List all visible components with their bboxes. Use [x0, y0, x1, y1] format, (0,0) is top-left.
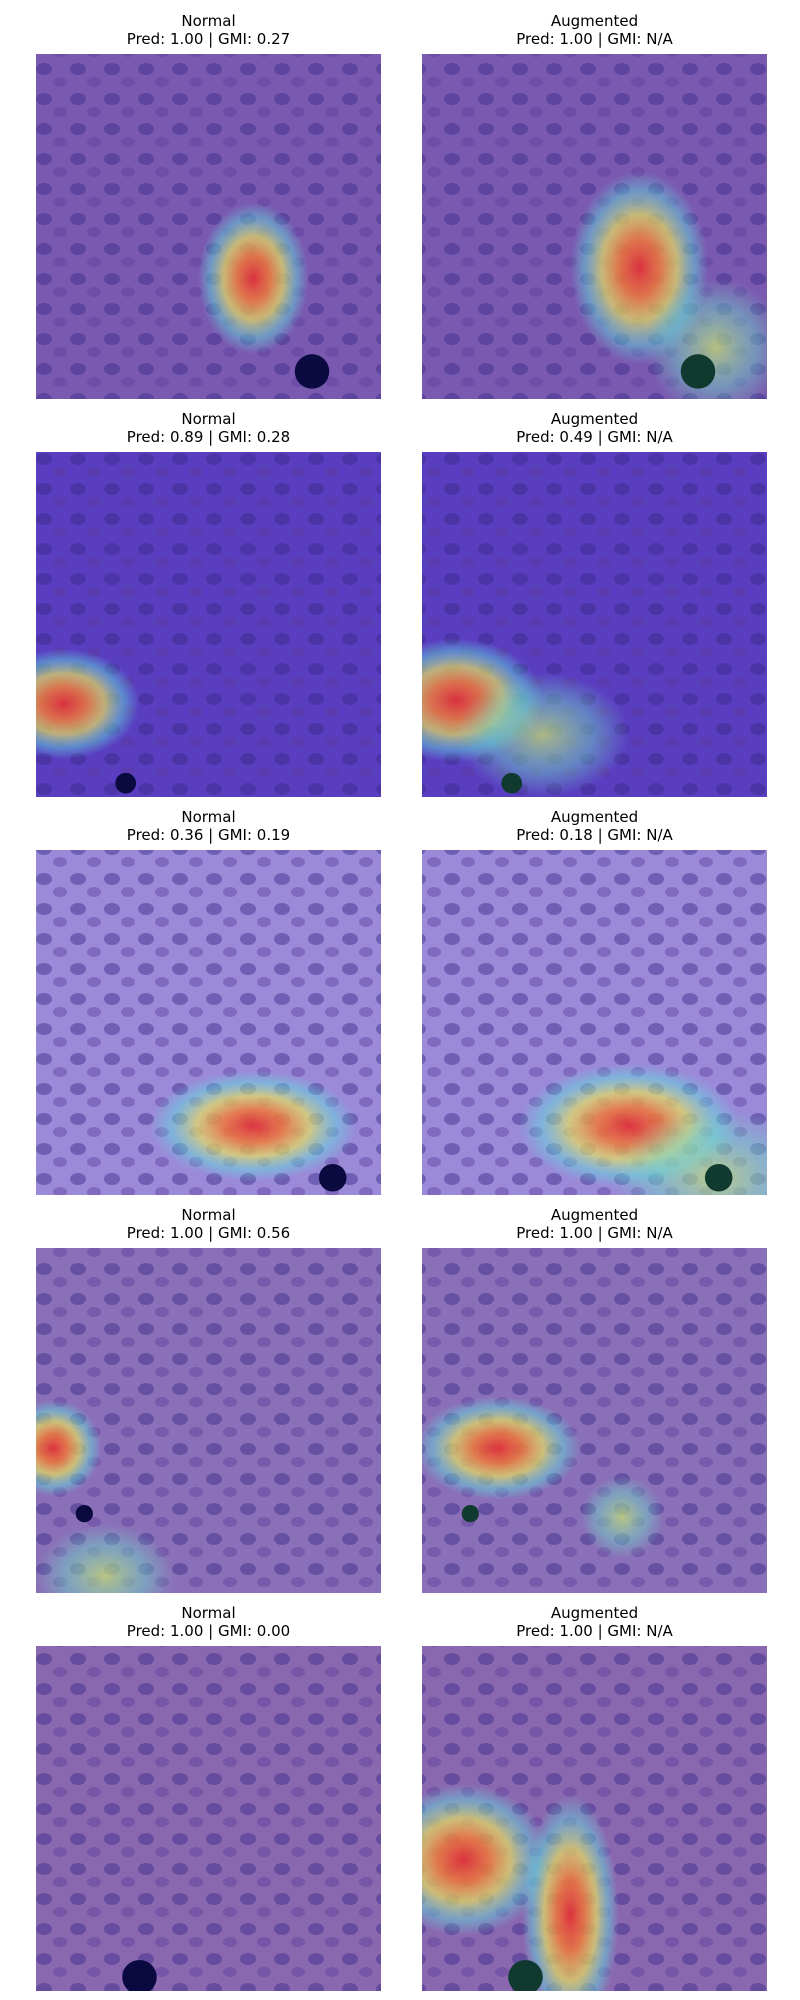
marker-dot: [318, 1163, 347, 1192]
panel-title: Augmented: [551, 12, 638, 30]
heatmap-image: [36, 850, 381, 1195]
heat-blob: [36, 1524, 174, 1593]
marker-dot: [680, 354, 716, 389]
panel-title: Normal: [181, 1604, 235, 1622]
marker-dot: [461, 1505, 479, 1523]
panel-subtitle: Pred: 1.00 | GMI: 0.00: [127, 1622, 290, 1640]
heatmap-image: [422, 850, 767, 1195]
panel-title: Normal: [181, 12, 235, 30]
tissue-texture: [36, 1646, 381, 1991]
heat-blob: [422, 1396, 581, 1500]
panel-subtitle: Pred: 0.89 | GMI: 0.28: [127, 428, 290, 446]
panel-subtitle: Pred: 0.18 | GMI: N/A: [516, 826, 673, 844]
tissue-texture: [36, 54, 381, 399]
marker-dot: [294, 354, 330, 389]
panel-subtitle: Pred: 1.00 | GMI: 0.27: [127, 30, 290, 48]
heat-blob: [36, 1399, 102, 1497]
marker-dot: [75, 1505, 93, 1523]
heat-blob: [580, 1475, 664, 1559]
panel-subtitle: Pred: 0.36 | GMI: 0.19: [127, 826, 290, 844]
panel-title: Normal: [181, 808, 235, 826]
panel-title: Augmented: [551, 410, 638, 428]
heatmap-image: [36, 1248, 381, 1593]
marker-dot: [115, 772, 137, 794]
marker-dot: [122, 1959, 157, 1991]
heatmap-image: [36, 452, 381, 797]
heat-blob: [422, 1784, 550, 1936]
panel-subtitle: Pred: 1.00 | GMI: N/A: [516, 30, 673, 48]
heat-blob: [149, 1070, 357, 1182]
heat-blob: [456, 672, 629, 797]
heatmap-image: [422, 1248, 767, 1593]
heat-blob: [522, 1794, 619, 1991]
heatmap-image: [422, 1646, 767, 1991]
panel-subtitle: Pred: 0.49 | GMI: N/A: [516, 428, 673, 446]
panel-title: Augmented: [551, 1604, 638, 1622]
panel-title: Normal: [181, 410, 235, 428]
heatmap-image: [36, 1646, 381, 1991]
heatmap-image: [422, 54, 767, 399]
heat-blob: [198, 202, 309, 355]
heatmap-image: [36, 54, 381, 399]
marker-dot: [508, 1959, 543, 1991]
panel-subtitle: Pred: 1.00 | GMI: N/A: [516, 1622, 673, 1640]
panel-title: Augmented: [551, 1206, 638, 1224]
panel-subtitle: Pred: 1.00 | GMI: N/A: [516, 1224, 673, 1242]
panel-title: Normal: [181, 1206, 235, 1224]
marker-dot: [704, 1163, 733, 1192]
heat-blob: [646, 278, 767, 399]
panel-subtitle: Pred: 1.00 | GMI: 0.56: [127, 1224, 290, 1242]
heat-blob: [36, 648, 140, 760]
panel-title: Augmented: [551, 808, 638, 826]
marker-dot: [501, 772, 523, 794]
heatmap-image: [422, 452, 767, 797]
